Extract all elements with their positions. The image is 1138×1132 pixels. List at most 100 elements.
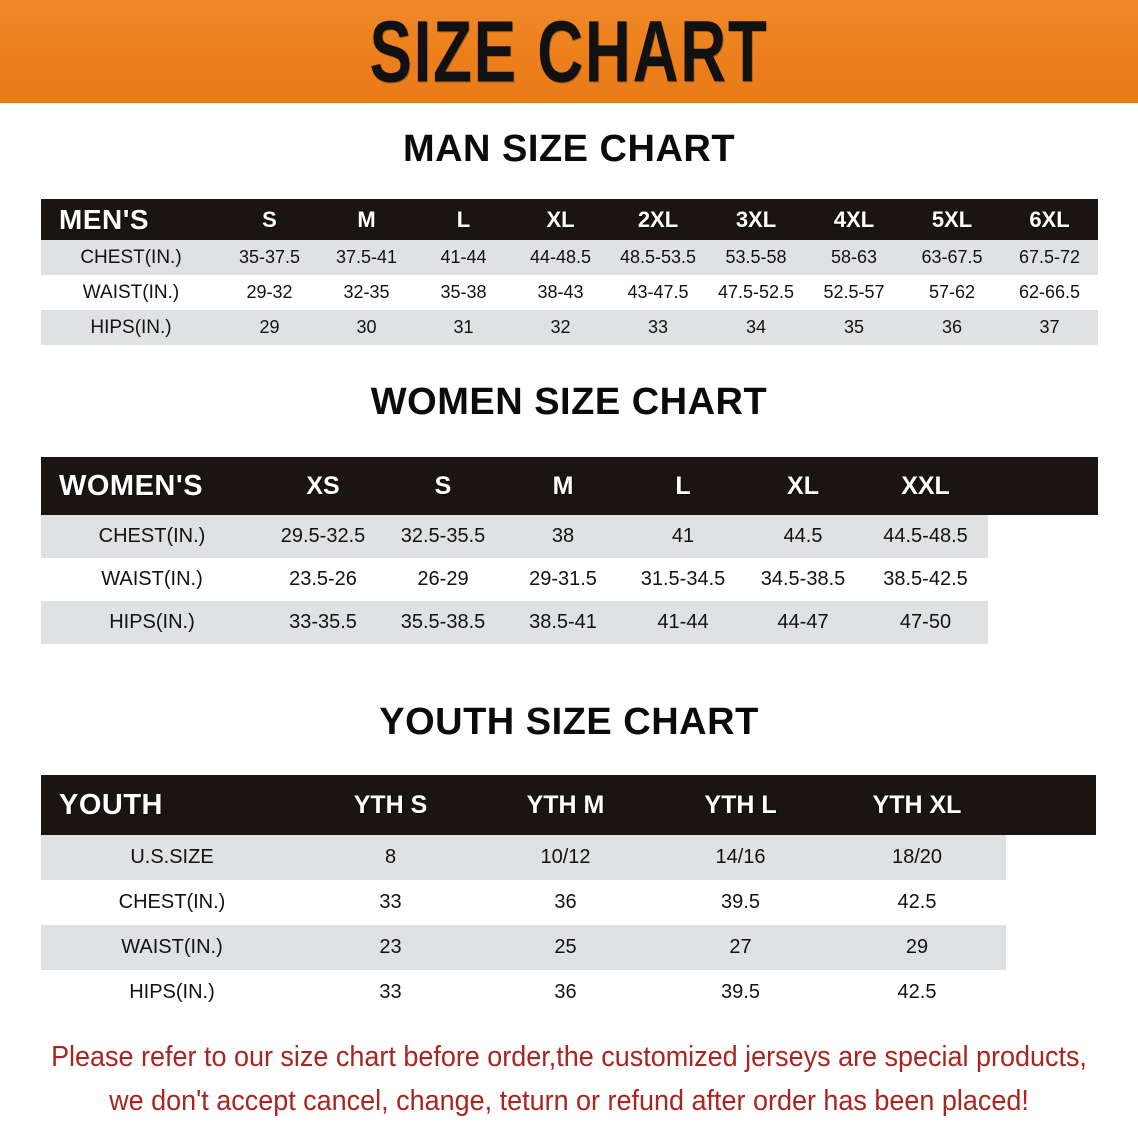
men-waist-s: 29-32 xyxy=(221,275,318,310)
men-chest-m: 37.5-41 xyxy=(318,240,415,275)
table-row: WAIST(IN.) 29-32 32-35 35-38 38-43 43-47… xyxy=(41,275,1098,310)
youth-chest-yth-l: 39.5 xyxy=(653,880,828,925)
youth-hips-yth-s: 33 xyxy=(303,970,478,1015)
men-chest-4xl: 58-63 xyxy=(805,240,903,275)
women-waist-xs: 23.5-26 xyxy=(263,558,383,601)
youth-hips-yth-l: 39.5 xyxy=(653,970,828,1015)
youth-waist-yth-l: 27 xyxy=(653,925,828,970)
men-size-table: MEN'S S M L XL 2XL 3XL 4XL 5XL 6XL CHEST… xyxy=(41,199,1098,345)
youth-chest-yth-s: 33 xyxy=(303,880,478,925)
men-chest-xl: 44-48.5 xyxy=(512,240,609,275)
women-chest-xxl: 44.5-48.5 xyxy=(863,515,988,558)
women-col-header-xs: XS xyxy=(263,457,383,515)
men-chest-s: 35-37.5 xyxy=(221,240,318,275)
women-hips-spacer xyxy=(988,601,1098,644)
youth-size-table: YOUTH YTH S YTH M YTH L YTH XL U.S.SIZE … xyxy=(41,775,1096,1015)
men-col-header-m: M xyxy=(318,199,415,240)
table-row: HIPS(IN.) 29 30 31 32 33 34 35 36 37 xyxy=(41,310,1098,345)
women-waist-m: 29-31.5 xyxy=(503,558,623,601)
women-row-label-waist: WAIST(IN.) xyxy=(41,558,263,601)
table-row: CHEST(IN.) 29.5-32.5 32.5-35.5 38 41 44.… xyxy=(41,515,1098,558)
women-col-header-s: S xyxy=(383,457,503,515)
youth-table-header-row: YOUTH YTH S YTH M YTH L YTH XL xyxy=(41,775,1096,835)
women-chest-m: 38 xyxy=(503,515,623,558)
return-policy-line-2: we don't accept cancel, change, teturn o… xyxy=(109,1085,1029,1117)
women-row-label-chest: CHEST(IN.) xyxy=(41,515,263,558)
men-col-header-5xl: 5XL xyxy=(903,199,1001,240)
section-title-youth: YOUTH SIZE CHART xyxy=(379,701,759,743)
women-chest-spacer xyxy=(988,515,1098,558)
men-waist-2xl: 43-47.5 xyxy=(609,275,707,310)
women-chest-xl: 44.5 xyxy=(743,515,863,558)
women-col-header-xxl: XXL xyxy=(863,457,988,515)
youth-chest-spacer xyxy=(1006,880,1096,925)
men-hips-xl: 32 xyxy=(512,310,609,345)
women-waist-xl: 34.5-38.5 xyxy=(743,558,863,601)
men-hips-l: 31 xyxy=(415,310,512,345)
men-waist-5xl: 57-62 xyxy=(903,275,1001,310)
men-col-header-6xl: 6XL xyxy=(1001,199,1098,240)
youth-us-size-yth-s: 8 xyxy=(303,835,478,880)
women-hips-l: 41-44 xyxy=(623,601,743,644)
youth-hips-spacer xyxy=(1006,970,1096,1015)
men-header-label: MEN'S xyxy=(41,199,221,240)
men-col-header-2xl: 2XL xyxy=(609,199,707,240)
table-row: HIPS(IN.) 33-35.5 35.5-38.5 38.5-41 41-4… xyxy=(41,601,1098,644)
women-col-header-xl: XL xyxy=(743,457,863,515)
youth-row-label-hips: HIPS(IN.) xyxy=(41,970,303,1015)
women-waist-s: 26-29 xyxy=(383,558,503,601)
youth-waist-yth-m: 25 xyxy=(478,925,653,970)
table-row: WAIST(IN.) 23 25 27 29 xyxy=(41,925,1096,970)
men-row-label-chest: CHEST(IN.) xyxy=(41,240,221,275)
women-col-header-m: M xyxy=(503,457,623,515)
youth-header-label: YOUTH xyxy=(41,775,303,835)
youth-col-header-yth-l: YTH L xyxy=(653,775,828,835)
men-col-header-xl: XL xyxy=(512,199,609,240)
men-col-header-s: S xyxy=(221,199,318,240)
page-header-banner: SIZE CHART xyxy=(0,0,1138,103)
table-row: WAIST(IN.) 23.5-26 26-29 29-31.5 31.5-34… xyxy=(41,558,1098,601)
men-hips-m: 30 xyxy=(318,310,415,345)
youth-row-label-us-size: U.S.SIZE xyxy=(41,835,303,880)
youth-row-label-waist: WAIST(IN.) xyxy=(41,925,303,970)
women-chest-xs: 29.5-32.5 xyxy=(263,515,383,558)
men-hips-6xl: 37 xyxy=(1001,310,1098,345)
youth-waist-yth-s: 23 xyxy=(303,925,478,970)
women-hips-xxl: 47-50 xyxy=(863,601,988,644)
women-row-label-hips: HIPS(IN.) xyxy=(41,601,263,644)
youth-waist-yth-xl: 29 xyxy=(828,925,1006,970)
men-col-header-l: L xyxy=(415,199,512,240)
youth-col-header-yth-m: YTH M xyxy=(478,775,653,835)
youth-chest-yth-m: 36 xyxy=(478,880,653,925)
men-waist-4xl: 52.5-57 xyxy=(805,275,903,310)
youth-col-header-yth-xl: YTH XL xyxy=(828,775,1006,835)
men-waist-3xl: 47.5-52.5 xyxy=(707,275,805,310)
table-row: HIPS(IN.) 33 36 39.5 42.5 xyxy=(41,970,1096,1015)
men-hips-s: 29 xyxy=(221,310,318,345)
men-chest-3xl: 53.5-58 xyxy=(707,240,805,275)
men-chest-6xl: 67.5-72 xyxy=(1001,240,1098,275)
youth-us-size-yth-l: 14/16 xyxy=(653,835,828,880)
women-hips-xl: 44-47 xyxy=(743,601,863,644)
men-hips-4xl: 35 xyxy=(805,310,903,345)
women-table-header-row: WOMEN'S XS S M L XL XXL xyxy=(41,457,1098,515)
women-chest-s: 32.5-35.5 xyxy=(383,515,503,558)
youth-waist-spacer xyxy=(1006,925,1096,970)
section-title-man: MAN SIZE CHART xyxy=(402,128,736,170)
women-hips-xs: 33-35.5 xyxy=(263,601,383,644)
men-row-label-waist: WAIST(IN.) xyxy=(41,275,221,310)
men-waist-m: 32-35 xyxy=(318,275,415,310)
women-header-label: WOMEN'S xyxy=(41,457,263,515)
youth-chest-yth-xl: 42.5 xyxy=(828,880,1006,925)
table-row: U.S.SIZE 8 10/12 14/16 18/20 xyxy=(41,835,1096,880)
section-title-women: WOMEN SIZE CHART xyxy=(370,381,768,423)
women-col-header-l: L xyxy=(623,457,743,515)
men-waist-l: 35-38 xyxy=(415,275,512,310)
women-waist-spacer xyxy=(988,558,1098,601)
youth-row-label-chest: CHEST(IN.) xyxy=(41,880,303,925)
women-col-header-spacer xyxy=(988,457,1098,515)
men-chest-l: 41-44 xyxy=(415,240,512,275)
women-waist-l: 31.5-34.5 xyxy=(623,558,743,601)
men-row-label-hips: HIPS(IN.) xyxy=(41,310,221,345)
women-hips-m: 38.5-41 xyxy=(503,601,623,644)
